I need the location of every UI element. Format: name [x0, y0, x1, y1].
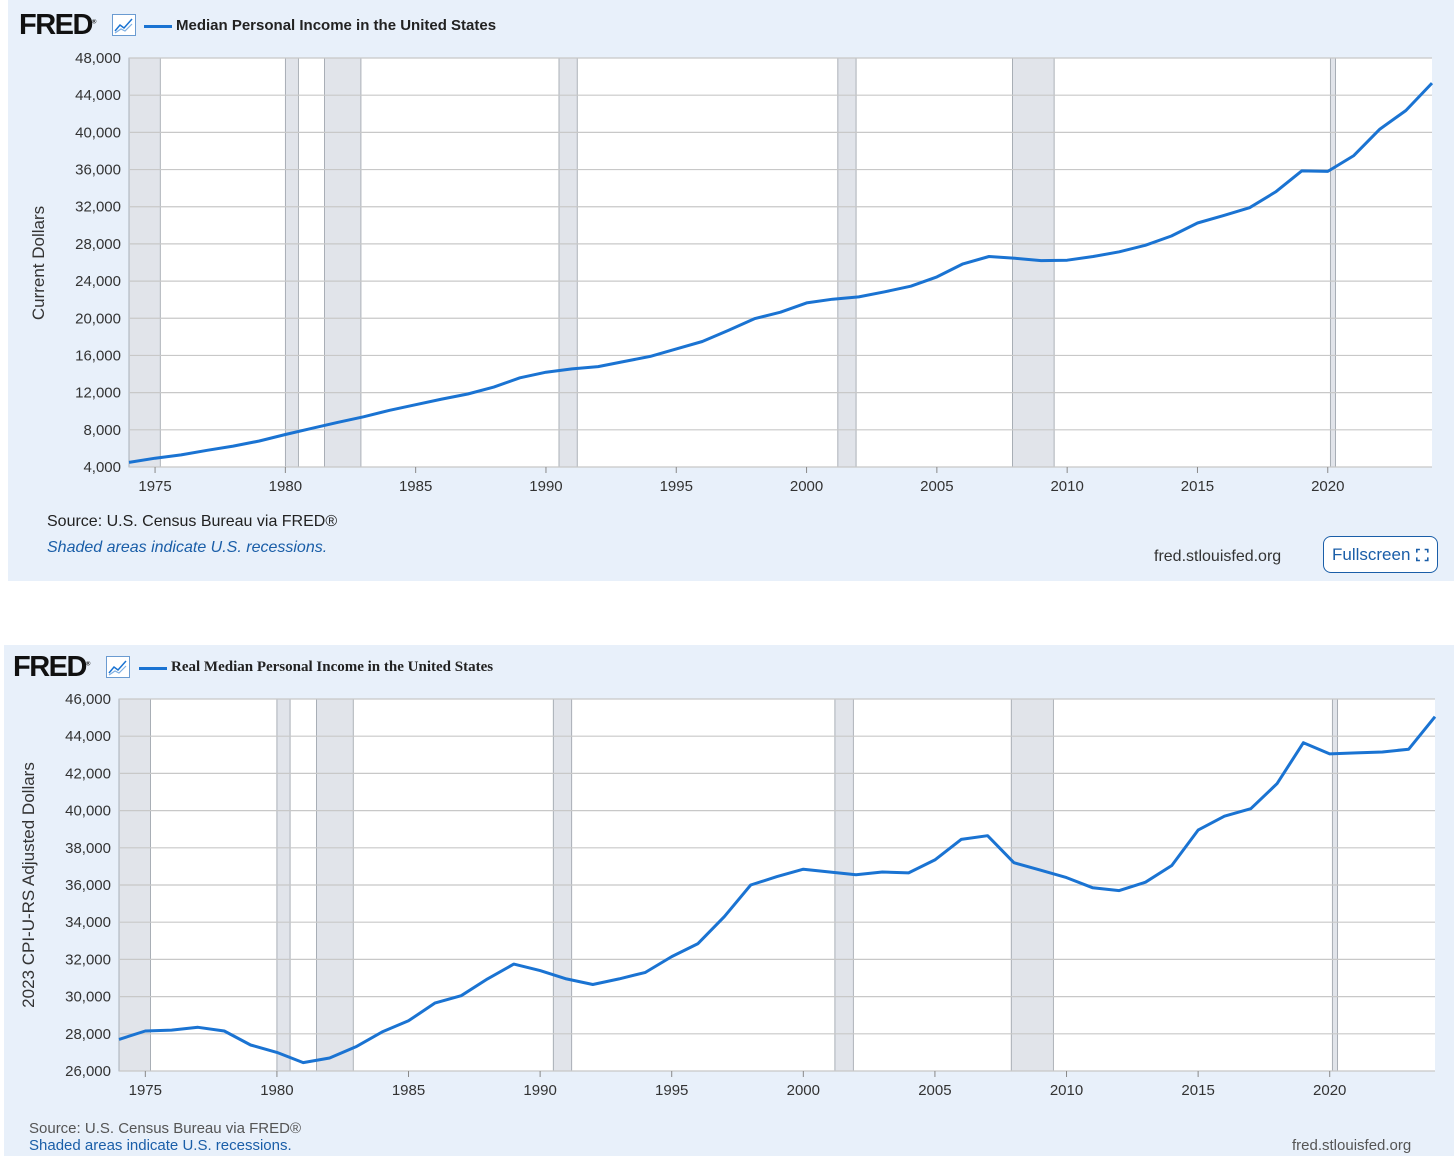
recession-band	[558, 57, 578, 468]
graph-icon[interactable]	[112, 14, 136, 36]
y-tick-label: 12,000	[75, 385, 121, 402]
y-tick-label: 28,000	[65, 1026, 111, 1043]
legend-line	[144, 25, 172, 28]
x-tick-label: 2005	[918, 1082, 951, 1099]
y-tick-label: 8,000	[83, 422, 121, 439]
source-text: Source: U.S. Census Bureau via FRED®	[29, 1120, 301, 1137]
x-tick-label: 2010	[1050, 1082, 1083, 1099]
recession-note: Shaded areas indicate U.S. recessions.	[29, 1137, 292, 1154]
recession-band	[128, 57, 161, 468]
fred-logo[interactable]: FRED®	[13, 651, 90, 683]
series-line	[118, 715, 1437, 1065]
y-tick-label: 40,000	[75, 124, 121, 141]
x-tick-label: 2000	[790, 478, 823, 495]
y-tick-label: 48,000	[75, 50, 121, 67]
graph-icon[interactable]	[106, 656, 130, 678]
recession-band	[837, 57, 857, 468]
chart-panel-current-dollars: FRED® Median Personal Income in the Unit…	[8, 0, 1454, 581]
x-tick-label: 2020	[1313, 1082, 1346, 1099]
y-tick-label: 24,000	[75, 273, 121, 290]
source-text: Source: U.S. Census Bureau via FRED®	[47, 513, 338, 530]
y-tick-label: 32,000	[75, 199, 121, 216]
y-axis-label: Current Dollars	[29, 206, 48, 320]
y-tick-label: 40,000	[65, 803, 111, 820]
fullscreen-label: Fullscreen	[1332, 544, 1411, 564]
fred-logo-mark: ®	[85, 661, 90, 668]
y-tick-label: 36,000	[65, 877, 111, 894]
y-tick-label: 32,000	[65, 951, 111, 968]
site-link[interactable]: fred.stlouisfed.org	[1292, 1137, 1412, 1154]
x-tick-label: 1975	[129, 1082, 162, 1099]
recession-band	[1012, 57, 1055, 468]
y-axis-label: 2023 CPI-U-RS Adjusted Dollars	[19, 762, 38, 1008]
chart-panel-real-dollars: FRED® Real Median Personal Income in the…	[4, 645, 1454, 1156]
x-tick-label: 2000	[787, 1082, 820, 1099]
fred-logo-text: FRED	[19, 9, 93, 41]
footer: Source: U.S. Census Bureau via FRED® Sha…	[4, 645, 1454, 1156]
fred-logo[interactable]: FRED®	[19, 9, 96, 41]
y-tick-label: 34,000	[65, 914, 111, 931]
x-tick-label: 1985	[399, 478, 432, 495]
y-tick-label: 36,000	[75, 162, 121, 179]
x-tick-label: 1975	[138, 478, 171, 495]
series-title: Median Personal Income in the United Sta…	[176, 17, 497, 34]
y-tick-label: 44,000	[65, 728, 111, 745]
x-tick-label: 2005	[920, 478, 953, 495]
recession-note: Shaded areas indicate U.S. recessions.	[47, 539, 328, 556]
x-tick-label: 1990	[523, 1082, 556, 1099]
x-tick-label: 1995	[660, 478, 693, 495]
y-tick-label: 26,000	[65, 1063, 111, 1080]
fullscreen-button[interactable]: Fullscreen	[1323, 536, 1438, 573]
y-tick-label: 4,000	[83, 459, 121, 476]
x-tick-label: 2015	[1181, 1082, 1214, 1099]
y-tick-label: 30,000	[65, 989, 111, 1006]
site-link[interactable]: fred.stlouisfed.org	[1154, 548, 1282, 565]
x-tick-label: 1990	[529, 478, 562, 495]
y-tick-label: 46,000	[65, 691, 111, 708]
y-tick-label: 42,000	[65, 765, 111, 782]
series-title: Real Median Personal Income in the Unite…	[171, 659, 494, 675]
x-tick-label: 2010	[1050, 478, 1083, 495]
line-chart: 4,000 8,000 12,000 16,000 20,000 24,000 28,000…	[29, 50, 1434, 495]
y-tick-label: 28,000	[75, 236, 121, 253]
legend-line	[139, 667, 167, 670]
x-tick-label: 2020	[1311, 478, 1344, 495]
x-tick-label: 1980	[269, 478, 302, 495]
fred-logo-text: FRED	[13, 651, 87, 683]
y-tick-label: 38,000	[65, 840, 111, 857]
recession-band	[1329, 57, 1336, 468]
y-tick-label: 44,000	[75, 87, 121, 104]
fullscreen-icon	[1416, 548, 1429, 561]
x-tick-label: 2015	[1181, 478, 1214, 495]
x-tick-label: 1995	[655, 1082, 688, 1099]
series-line	[128, 82, 1434, 464]
recession-band	[324, 57, 362, 468]
y-tick-label: 16,000	[75, 347, 121, 364]
recession-band	[284, 57, 299, 468]
y-tick-label: 20,000	[75, 310, 121, 327]
fred-logo-mark: ®	[91, 19, 96, 26]
line-chart: 26,000 28,000 30,000 32,000 34,000 36,000 38,0…	[19, 691, 1437, 1099]
x-tick-label: 1985	[392, 1082, 425, 1099]
x-tick-label: 1980	[260, 1082, 293, 1099]
